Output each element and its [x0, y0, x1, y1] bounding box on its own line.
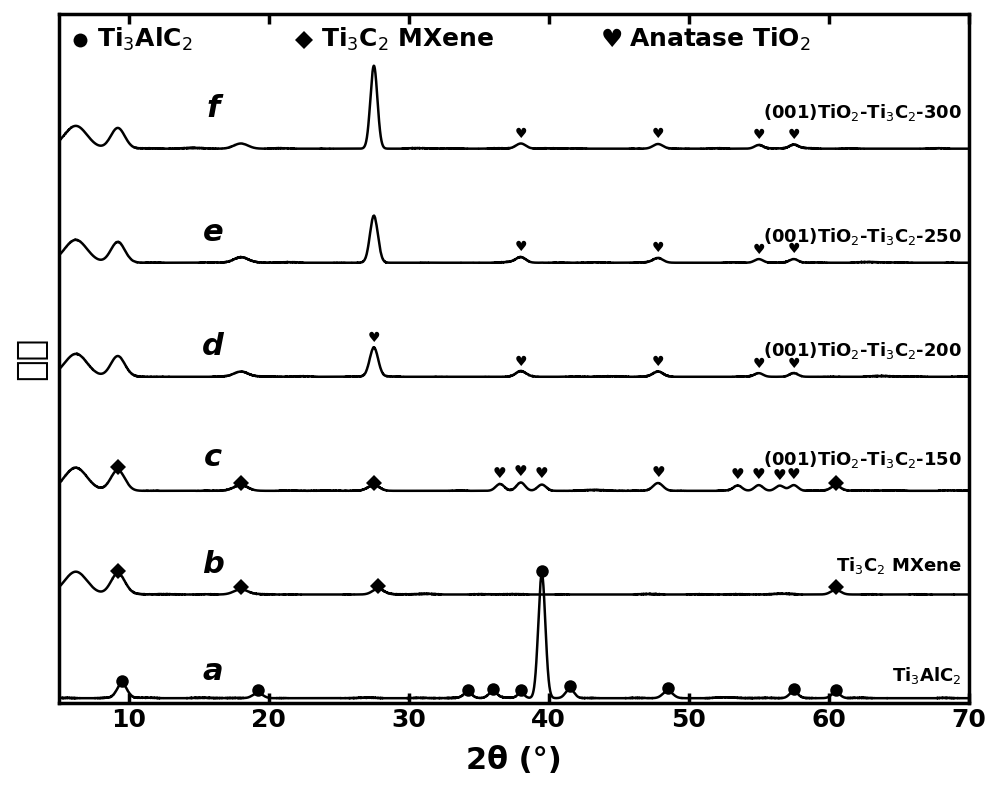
Text: d: d — [202, 332, 224, 361]
Text: Anatase TiO$_2$: Anatase TiO$_2$ — [629, 26, 810, 54]
Text: ♥: ♥ — [515, 241, 527, 255]
X-axis label: 2θ (°): 2θ (°) — [466, 746, 562, 775]
Text: ♥: ♥ — [752, 242, 765, 256]
Text: (001)TiO$_2$-Ti$_3$C$_2$-200: (001)TiO$_2$-Ti$_3$C$_2$-200 — [763, 340, 962, 361]
Text: ♥: ♥ — [368, 331, 380, 345]
Text: ♥: ♥ — [787, 128, 800, 142]
Text: ♥: ♥ — [752, 129, 765, 142]
Text: f: f — [206, 94, 220, 123]
Text: ♥: ♥ — [787, 357, 800, 371]
Text: ♥: ♥ — [601, 28, 623, 52]
Text: ♥: ♥ — [787, 242, 800, 256]
Text: Ti$_3$AlC$_2$: Ti$_3$AlC$_2$ — [892, 665, 962, 686]
Text: c: c — [204, 443, 222, 472]
Text: ♥: ♥ — [752, 357, 765, 371]
Text: Ti$_3$C$_2$ MXene: Ti$_3$C$_2$ MXene — [321, 26, 494, 54]
Text: (001)TiO$_2$-Ti$_3$C$_2$-300: (001)TiO$_2$-Ti$_3$C$_2$-300 — [763, 102, 962, 123]
Text: ♥: ♥ — [731, 467, 745, 482]
Text: Ti$_3$C$_2$ MXene: Ti$_3$C$_2$ MXene — [836, 555, 962, 576]
Text: ♥: ♥ — [515, 354, 527, 368]
Text: Ti$_3$AlC$_2$: Ti$_3$AlC$_2$ — [97, 26, 192, 54]
Text: e: e — [203, 219, 223, 247]
Text: a: a — [203, 656, 223, 686]
Text: ♥: ♥ — [651, 465, 665, 480]
Text: ♥: ♥ — [652, 241, 664, 256]
Text: ♥: ♥ — [514, 464, 528, 479]
Text: ♥: ♥ — [493, 466, 507, 481]
Text: ♥: ♥ — [515, 127, 527, 141]
Text: ♥: ♥ — [787, 467, 801, 482]
Text: ♥: ♥ — [773, 468, 787, 483]
Text: ♥: ♥ — [752, 467, 766, 482]
Text: ♥: ♥ — [652, 355, 664, 369]
Text: (001)TiO$_2$-Ti$_3$C$_2$-250: (001)TiO$_2$-Ti$_3$C$_2$-250 — [763, 226, 962, 247]
Y-axis label: 强度: 强度 — [14, 337, 48, 380]
Text: b: b — [202, 550, 224, 579]
Text: ♥: ♥ — [652, 127, 664, 141]
Text: ♥: ♥ — [535, 466, 549, 481]
Text: (001)TiO$_2$-Ti$_3$C$_2$-150: (001)TiO$_2$-Ti$_3$C$_2$-150 — [763, 449, 962, 470]
